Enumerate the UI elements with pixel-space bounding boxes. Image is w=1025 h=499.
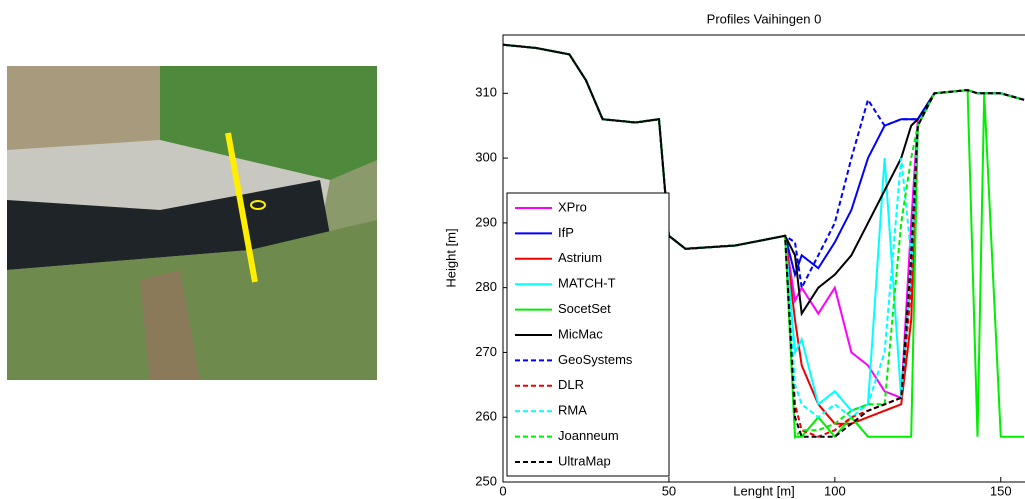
y-tick-label: 250 — [475, 473, 497, 488]
chart-title: Profiles Vaihingen 0 — [707, 11, 822, 26]
y-tick-label: 300 — [475, 150, 497, 165]
x-axis-label: Lenght [m] — [733, 483, 794, 498]
legend-label: MicMac — [558, 326, 603, 341]
legend-label: SocetSet — [558, 301, 611, 316]
x-tick-label: 100 — [824, 483, 846, 498]
x-tick-label: 150 — [990, 483, 1012, 498]
legend-label: Joanneum — [558, 428, 619, 443]
legend-label: RMA — [558, 403, 587, 418]
legend-label: XPro — [558, 199, 587, 214]
y-tick-label: 310 — [475, 85, 497, 100]
y-axis-label: Height [m] — [443, 228, 458, 287]
y-tick-label: 270 — [475, 344, 497, 359]
legend-label: Astrium — [558, 250, 602, 265]
series-line — [503, 43, 1025, 438]
legend: XPro IfP Astrium MATCH-T SocetSet MicMac GeoSy… — [506, 192, 670, 477]
aerial-image — [7, 66, 377, 380]
legend-label: UltraMap — [558, 453, 611, 468]
axes: 250 260 270 280 290 300 310 0 50 100 150 — [475, 34, 1025, 498]
x-tick-label: 0 — [499, 483, 506, 498]
plot-area — [503, 43, 1025, 439]
y-tick-label: 290 — [475, 214, 497, 229]
legend-label: GeoSystems — [558, 352, 633, 367]
x-tick-label: 50 — [662, 483, 676, 498]
legend-label: MATCH-T — [558, 276, 616, 291]
legend-label: DLR — [558, 377, 584, 392]
legend-label: IfP — [558, 225, 574, 240]
y-tick-label: 260 — [475, 409, 497, 424]
y-tick-label: 280 — [475, 279, 497, 294]
